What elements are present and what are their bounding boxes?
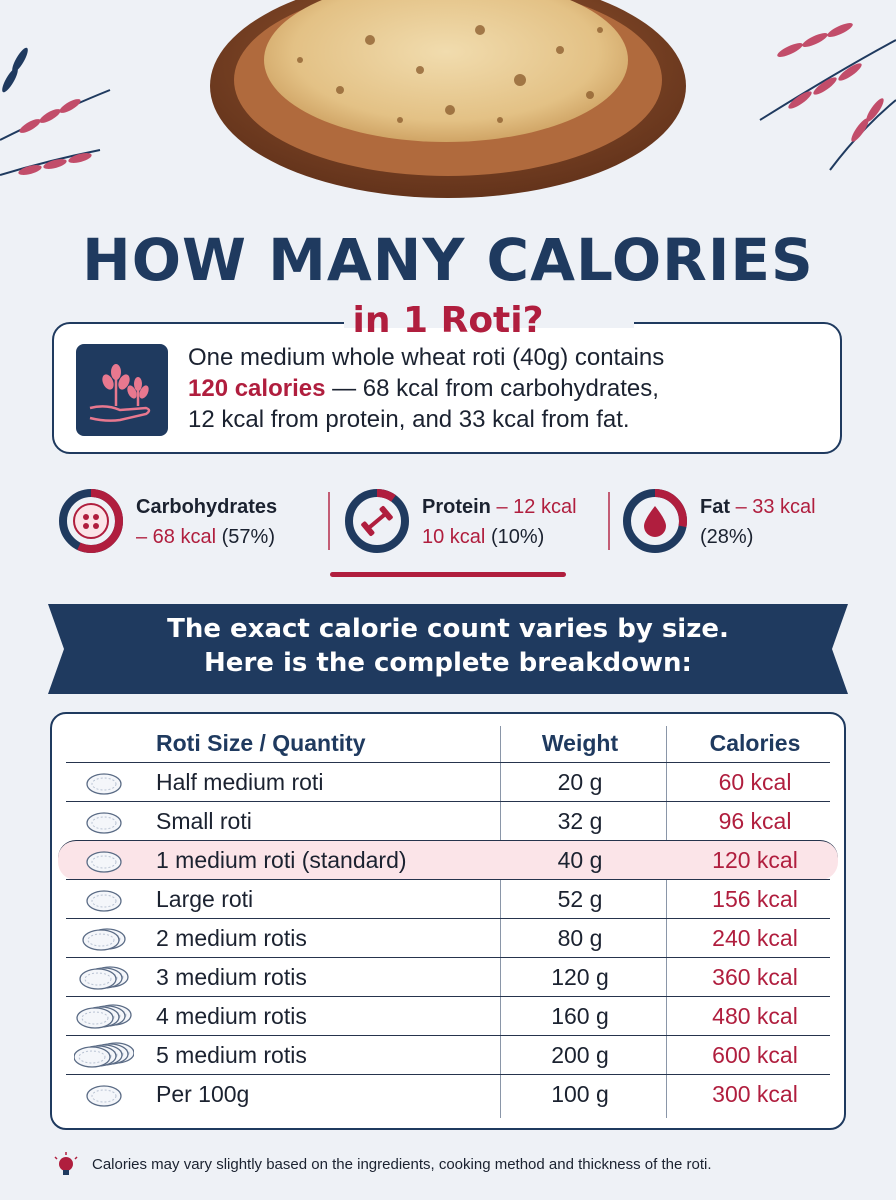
table-row: 3 medium rotis 120 g 360 kcal: [66, 957, 830, 997]
row-calories: 360 kcal: [712, 964, 798, 990]
row-weight: 120 g: [551, 964, 609, 990]
macro-percent: (28%): [700, 526, 754, 548]
table-row: Large roti 52 g 156 kcal: [66, 879, 830, 919]
row-size: Per 100g: [156, 1081, 250, 1107]
roti-stack-icon: [74, 1042, 134, 1068]
calorie-table: [50, 712, 846, 1130]
intro-line-1: One medium whole wheat roti (40g) contai…: [188, 344, 665, 371]
roti-stack-icon: [86, 1085, 122, 1107]
drop-icon: [623, 489, 687, 553]
macro-percent: (10%): [490, 526, 545, 548]
roti-stack-icon: [86, 773, 122, 795]
row-size: 4 medium rotis: [156, 1003, 307, 1029]
banner-line-2: Here is the complete breakdown:: [204, 648, 692, 678]
row-size: 1 medium roti (standard): [156, 847, 407, 873]
wheat-left-icon: [0, 47, 111, 176]
intro-line-2: 120 calories — 68 kcal from carbohydrate…: [188, 373, 828, 404]
table-row: Small roti 32 g 96 kcal: [66, 801, 830, 841]
row-calories: 60 kcal: [718, 769, 792, 795]
dumbbell-icon: [345, 489, 409, 553]
macro-kcal: – 68 kcal: [136, 526, 217, 548]
wheat-hand-icon: [76, 344, 168, 436]
table-row: 1 medium roti (standard) 40 g 120 kcal: [58, 840, 838, 880]
row-size: Small roti: [156, 808, 252, 834]
lightbulb-icon: [54, 1152, 78, 1175]
table-column-divider: [666, 726, 667, 1118]
table-header-size: Roti Size / Quantity: [156, 730, 366, 756]
macro-kcal-repeat: 10 kcal: [422, 526, 486, 548]
macro-divider: [608, 492, 610, 550]
row-calories: 600 kcal: [712, 1042, 798, 1068]
row-calories: 156 kcal: [712, 886, 798, 912]
row-calories: 300 kcal: [712, 1081, 798, 1107]
footnote-text: Calories may vary slightly based on the …: [92, 1156, 712, 1173]
roti-stack-icon: [86, 812, 122, 834]
row-calories: 96 kcal: [718, 808, 792, 834]
calorie-highlight: 120 calories: [188, 375, 326, 402]
table-row: 2 medium rotis 80 g 240 kcal: [66, 918, 830, 958]
table-column-divider: [500, 726, 501, 1118]
row-calories: 480 kcal: [712, 1003, 798, 1029]
macro-name: Protein: [422, 496, 491, 518]
banner-line-1: The exact calorie count varies by size.: [167, 614, 729, 644]
roti-stack-icon: [76, 1004, 132, 1029]
intro-line-3: 12 kcal from protein, and 33 kcal from f…: [188, 406, 630, 433]
row-size: Large roti: [156, 886, 254, 912]
roti-image: [264, 0, 628, 142]
table-row: Half medium roti 20 g 60 kcal: [66, 762, 830, 802]
roti-stack-icon: [79, 966, 129, 990]
row-size: Half medium roti: [156, 769, 324, 795]
row-weight: 100 g: [551, 1081, 609, 1107]
macro-kcal: – 12 kcal: [496, 496, 577, 518]
banner-text: The exact calorie count varies by size. …: [48, 612, 848, 680]
macro-kcal: – 33 kcal: [735, 496, 816, 518]
row-size: 5 medium rotis: [156, 1042, 307, 1068]
roti-stack-icon: [86, 890, 122, 912]
macro-name: Fat: [700, 496, 730, 518]
intro-card: One medium whole wheat roti (40g) contai…: [52, 320, 842, 454]
intro-line-2-rest: — 68 kcal from carbohydrates,: [325, 375, 659, 402]
table-row: 5 medium rotis 200 g 600 kcal: [66, 1035, 830, 1075]
row-weight: 200 g: [551, 1042, 609, 1068]
page-subtitle: in 1 Roti?: [352, 300, 544, 341]
row-weight: 52 g: [557, 886, 603, 912]
macro-percent: (57%): [221, 526, 275, 548]
row-weight: 32 g: [557, 808, 603, 834]
page-title: HOW MANY CALORIES: [82, 226, 814, 294]
footnote: Calories may vary slightly based on the …: [52, 1152, 872, 1180]
row-calories: 120 kcal: [712, 847, 798, 873]
table-row: Per 100g 100 g 300 kcal: [66, 1074, 830, 1114]
macro-divider: [328, 492, 330, 550]
banner-ribbon: [48, 604, 848, 694]
hero-roti-illustration: [0, 0, 896, 198]
row-size: 3 medium rotis: [156, 964, 307, 990]
row-weight: 80 g: [557, 925, 603, 951]
table-row: 4 medium rotis 160 g 480 kcal: [66, 996, 830, 1036]
macro-name: Carbohydrates: [136, 496, 278, 518]
row-weight: 20 g: [557, 769, 603, 795]
row-weight: 160 g: [551, 1003, 609, 1029]
grain-icon: [59, 489, 123, 553]
wheat-right-icon: [759, 23, 896, 171]
roti-stack-icon: [82, 928, 126, 951]
row-size: 2 medium rotis: [156, 925, 307, 951]
row-calories: 240 kcal: [712, 925, 798, 951]
table-header-weight: Weight: [541, 730, 619, 756]
roti-stack-icon: [86, 851, 122, 873]
table-header-calories: Calories: [709, 730, 801, 756]
row-weight: 40 g: [557, 847, 603, 873]
section-divider: [330, 572, 566, 577]
